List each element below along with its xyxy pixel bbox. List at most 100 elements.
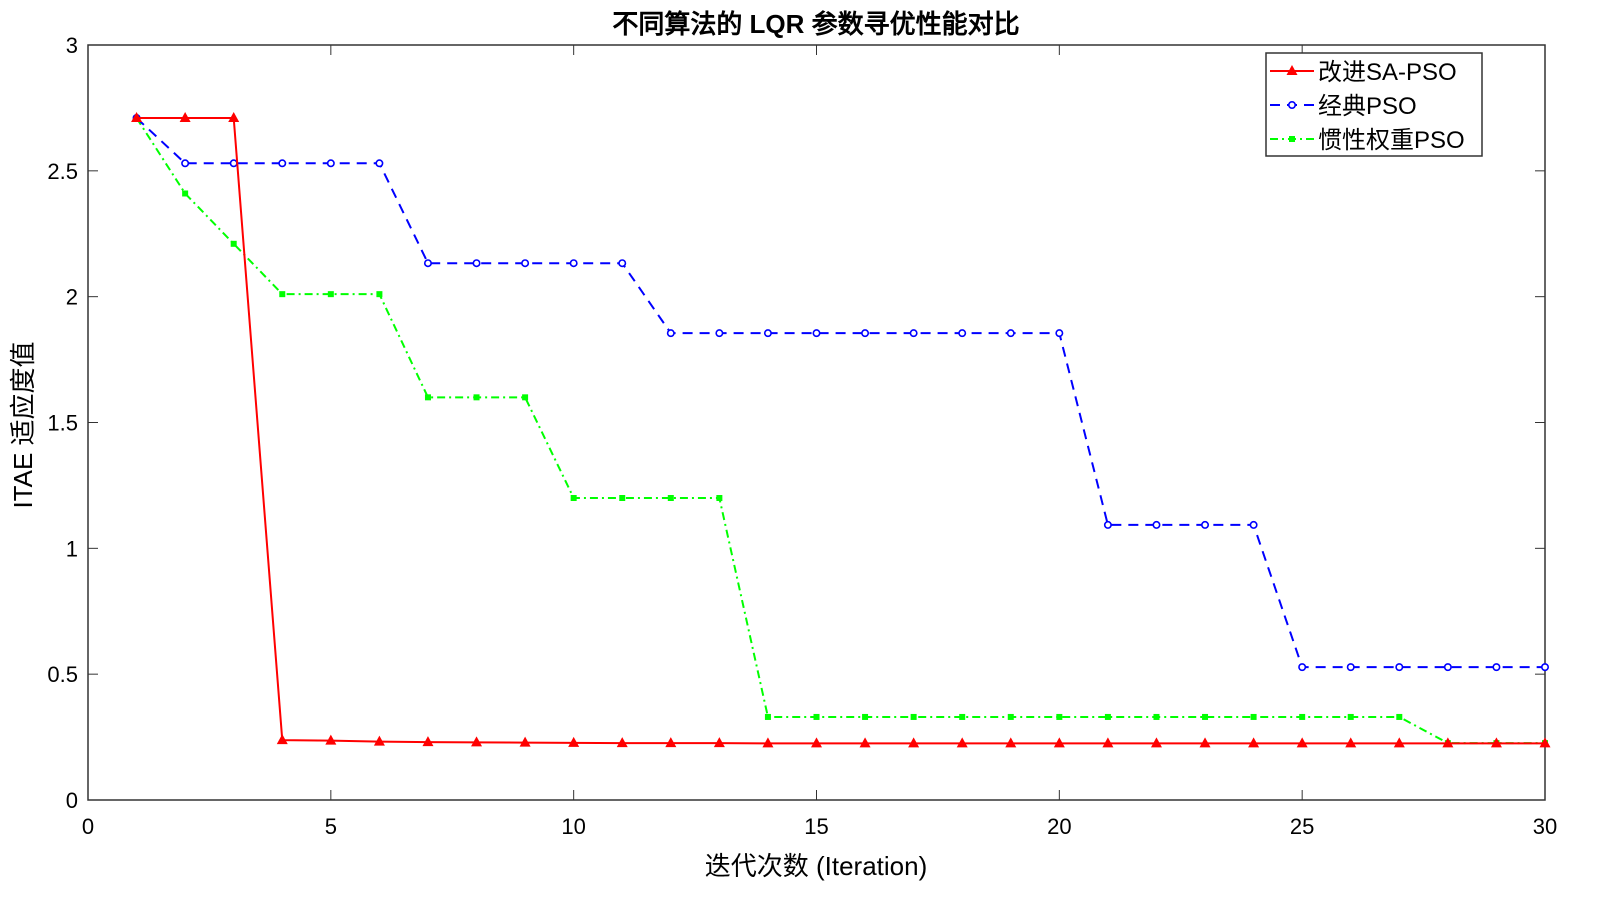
y-tick-label: 0.5 — [47, 662, 78, 687]
data-point — [327, 291, 334, 298]
data-point — [910, 713, 917, 720]
data-point — [859, 737, 871, 748]
data-point — [762, 737, 774, 748]
data-point — [909, 329, 918, 338]
data-point — [471, 736, 483, 747]
plot-area — [87, 44, 1546, 801]
series-line — [135, 117, 1545, 745]
data-point — [1199, 737, 1211, 748]
data-point — [423, 259, 432, 268]
data-point — [1007, 713, 1014, 720]
legend: 改进SA-PSO 经典PSO 惯性权重PSO — [1265, 52, 1483, 157]
data-point — [1492, 663, 1501, 672]
x-tick-label: 0 — [82, 814, 94, 839]
data-point — [812, 329, 821, 338]
data-point — [228, 111, 240, 122]
data-point — [424, 394, 431, 401]
data-point — [1539, 737, 1551, 748]
data-point — [811, 737, 822, 748]
data-point — [1248, 737, 1260, 748]
data-point — [279, 291, 286, 298]
data-point — [181, 159, 190, 168]
data-point — [1006, 329, 1015, 338]
data-point — [618, 259, 627, 268]
data-point — [1443, 663, 1452, 672]
data-point — [1055, 329, 1064, 338]
data-point — [1298, 663, 1307, 672]
y-tick-label: 2.5 — [47, 159, 78, 184]
data-point — [1056, 713, 1063, 720]
data-point — [1152, 520, 1161, 529]
y-tick-label: 1.5 — [47, 411, 78, 436]
legend-marker — [1289, 136, 1295, 142]
data-point — [325, 734, 337, 745]
data-point — [813, 713, 820, 720]
data-point — [1393, 737, 1405, 748]
data-point — [131, 111, 143, 122]
series-经典PSO — [132, 113, 1550, 672]
data-point — [665, 737, 677, 748]
data-point — [521, 259, 530, 268]
y-tick-label: 1 — [66, 536, 78, 561]
data-point — [278, 159, 287, 168]
data-point — [1104, 713, 1111, 720]
data-point — [522, 394, 529, 401]
data-point — [667, 495, 674, 501]
x-tick-label: 15 — [804, 814, 828, 839]
data-point — [666, 329, 675, 338]
data-point — [1345, 737, 1357, 748]
data-point — [616, 737, 628, 748]
legend-label: 经典PSO — [1318, 93, 1417, 120]
data-point — [568, 736, 580, 747]
data-point — [229, 159, 238, 168]
x-tick-label: 20 — [1047, 814, 1071, 839]
data-point — [473, 394, 480, 401]
data-point — [373, 735, 385, 746]
data-point — [230, 240, 237, 247]
data-point — [716, 495, 723, 501]
data-point — [908, 737, 920, 748]
data-point — [1442, 737, 1454, 748]
data-point — [1296, 737, 1308, 748]
series-改进SA-PSO — [131, 111, 1551, 748]
data-point — [1346, 663, 1355, 672]
data-point — [1299, 713, 1306, 720]
data-point — [763, 329, 772, 338]
x-tick-label: 10 — [561, 814, 585, 839]
series-line — [136, 116, 1545, 745]
data-point — [862, 713, 869, 720]
legend-marker — [1286, 65, 1298, 75]
y-tick-label: 3 — [66, 33, 78, 58]
data-point — [956, 737, 968, 748]
series-惯性权重PSO — [133, 114, 1548, 747]
data-point — [472, 259, 481, 268]
x-tick-label: 25 — [1290, 814, 1314, 839]
data-point — [713, 737, 725, 748]
data-point — [375, 159, 384, 168]
data-point — [959, 713, 966, 720]
data-point — [1490, 737, 1502, 748]
data-point — [376, 291, 383, 298]
data-point — [1201, 520, 1210, 529]
data-point — [1005, 737, 1017, 748]
y-tick-label: 0 — [66, 788, 78, 813]
data-point — [764, 713, 771, 720]
legend-label: 改进SA-PSO — [1318, 59, 1457, 86]
data-point — [861, 329, 870, 338]
data-point — [1103, 520, 1112, 529]
data-point — [715, 329, 724, 338]
data-point — [422, 736, 434, 747]
data-point — [1541, 663, 1550, 672]
data-point — [1150, 737, 1162, 748]
data-point — [569, 259, 578, 268]
data-point — [519, 736, 531, 747]
chart-title: 不同算法的 LQR 参数寻优性能对比 — [612, 9, 1019, 39]
data-point — [1202, 713, 1209, 720]
data-point — [1102, 737, 1114, 748]
legend-label: 惯性权重PSO — [1318, 127, 1465, 154]
data-point — [182, 190, 189, 197]
data-point — [1250, 713, 1257, 720]
data-point — [1053, 737, 1065, 748]
data-point — [276, 734, 288, 745]
